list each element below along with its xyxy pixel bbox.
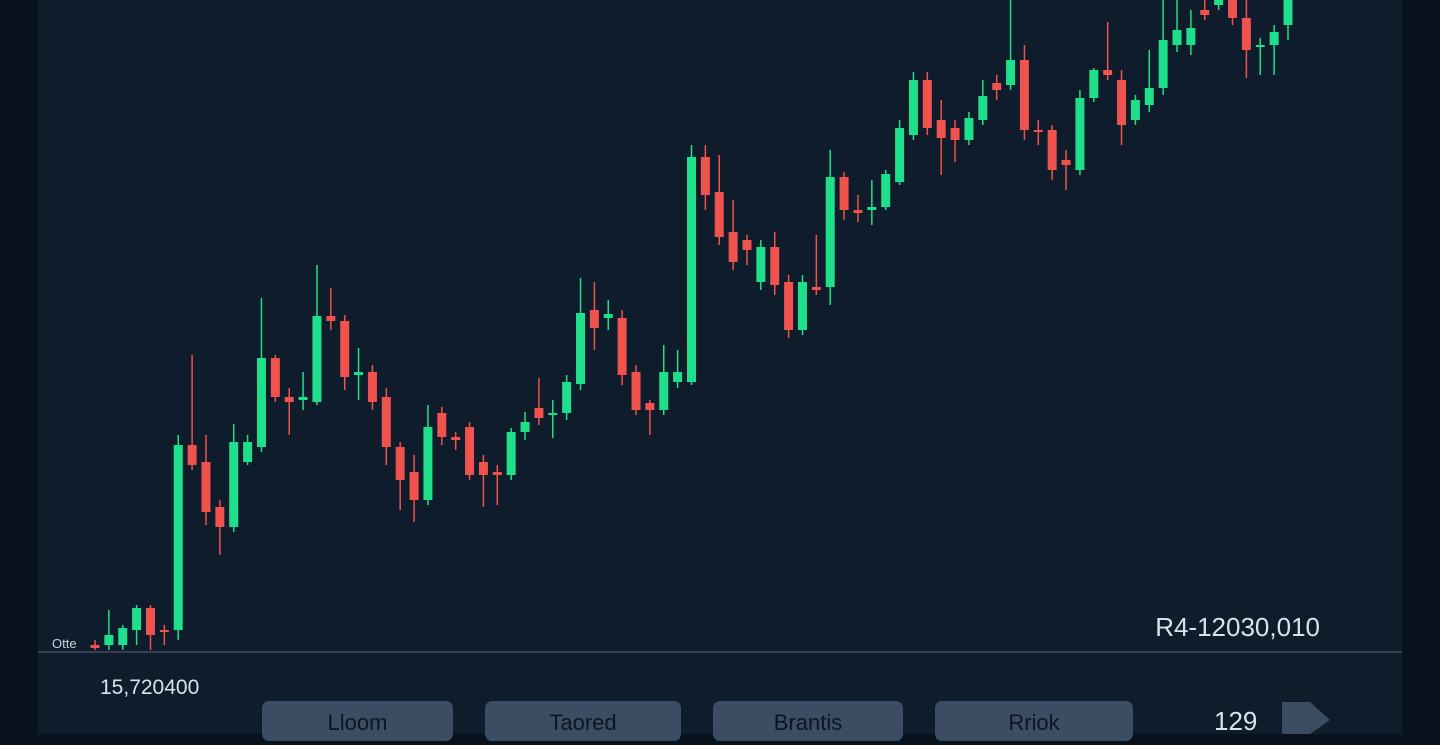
candle-body (1269, 32, 1279, 45)
candle-body (492, 472, 502, 475)
candle-body (589, 310, 599, 328)
candle-body (728, 232, 738, 262)
candle-body (132, 608, 142, 630)
candle-body (1103, 70, 1113, 75)
candle-body (145, 608, 155, 635)
candle-body (839, 177, 849, 210)
candle-body (922, 80, 932, 128)
candle-body (520, 422, 530, 432)
candle-body (797, 282, 807, 330)
candle-body (562, 382, 572, 413)
tab-button[interactable]: Brantis (713, 701, 903, 741)
candle-body (1144, 88, 1154, 105)
candle-body (617, 318, 627, 375)
volume-label: 15,720400 (100, 676, 200, 699)
candle-body (631, 372, 641, 410)
candle-body (1117, 80, 1127, 125)
candle-body (1283, 0, 1293, 25)
page-number: 129 (1214, 706, 1258, 736)
candle-body (687, 157, 696, 382)
next-arrow[interactable] (1282, 702, 1330, 734)
candle-body (950, 128, 960, 140)
candle-body (1130, 100, 1140, 120)
candle-body (964, 118, 974, 140)
candle-body (1228, 0, 1238, 18)
candle-body (714, 192, 724, 237)
candle-body (936, 120, 946, 138)
candle-body (340, 321, 350, 377)
candle-body (1089, 70, 1099, 98)
tab-button[interactable]: Lloom (262, 701, 453, 741)
candle-body (534, 408, 544, 418)
candle-body (451, 437, 461, 440)
candle-body (229, 442, 239, 527)
candle-body (159, 630, 169, 632)
tab-button[interactable]: Taored (485, 701, 681, 741)
candle-body (367, 372, 377, 402)
candle-body (395, 447, 405, 480)
candle-body (381, 397, 391, 447)
candle-body (603, 314, 613, 318)
candle-body (548, 413, 558, 415)
candle-body (881, 174, 891, 207)
candle-body (756, 247, 766, 282)
candle-body (437, 413, 447, 437)
candle-body (1075, 98, 1085, 170)
candle-body (90, 645, 100, 648)
candle-body (1172, 30, 1182, 45)
candle-body (284, 397, 294, 402)
candle-body (1255, 45, 1265, 47)
candle-body (423, 427, 433, 500)
candle-body (659, 372, 669, 410)
candle-body (992, 83, 1002, 90)
candle-body (201, 462, 211, 512)
candle-body (465, 427, 475, 475)
candle-body (215, 507, 225, 527)
candle-body (742, 240, 752, 250)
candle-body (770, 247, 780, 285)
candle-body (243, 442, 253, 462)
candle-body (576, 313, 586, 384)
candle-body (811, 287, 821, 290)
candle-body (298, 397, 308, 400)
candle-body (173, 445, 183, 630)
candle-body (1241, 18, 1251, 50)
candle-body (700, 157, 710, 195)
candle-body (256, 358, 266, 447)
candle-body (104, 635, 114, 645)
candle-body (187, 445, 197, 465)
candle-body (1214, 0, 1224, 5)
candle-body (853, 210, 863, 213)
candle-body (908, 80, 918, 135)
candle-body (1006, 60, 1016, 85)
series-label: Otte (52, 636, 77, 651)
candle-body (867, 207, 877, 210)
candle-body (1019, 60, 1029, 130)
candle-body (354, 372, 364, 375)
candle-body (895, 128, 905, 182)
tab-button[interactable]: Rriok (935, 701, 1133, 741)
candle-body (312, 316, 322, 402)
candle-body (409, 472, 419, 500)
candle-body (118, 628, 128, 645)
candle-body (978, 96, 988, 120)
candle-body (1047, 130, 1057, 170)
candle-body (784, 282, 794, 330)
candle-body (1033, 130, 1043, 132)
candle-body (1200, 10, 1210, 15)
candle-body (645, 403, 655, 410)
candle-body (326, 316, 336, 321)
candle-body (270, 358, 280, 397)
candle-body (1186, 28, 1196, 45)
candle-body (825, 177, 835, 287)
candle-body (478, 462, 488, 475)
price-label: R4-12030,010 (1155, 612, 1320, 642)
candle-body (1061, 160, 1071, 165)
candle-body (506, 432, 516, 475)
candle-body (1158, 40, 1168, 88)
candle-body (673, 372, 683, 382)
